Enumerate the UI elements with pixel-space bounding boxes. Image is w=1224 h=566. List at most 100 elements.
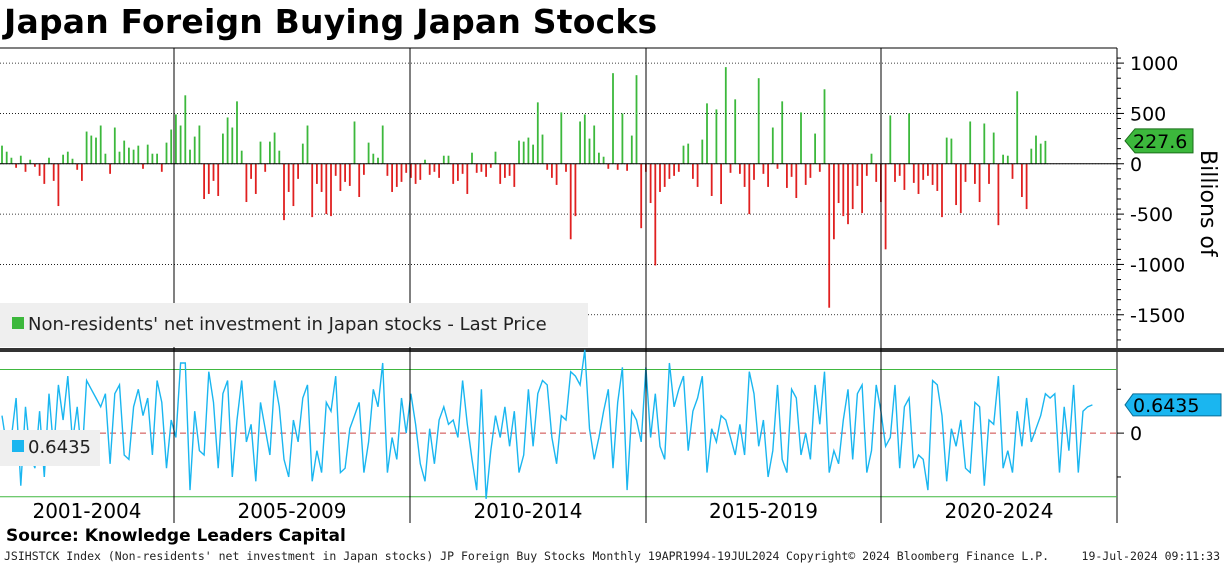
data-bar [1016, 91, 1019, 164]
data-bar [19, 155, 22, 164]
data-bar [447, 155, 450, 164]
data-bar [804, 163, 807, 185]
data-bar [922, 163, 925, 180]
data-bar [527, 137, 530, 164]
data-bar [936, 163, 939, 191]
data-bar [428, 163, 431, 175]
y-tick-label: -500 [1130, 204, 1173, 226]
data-bar [250, 163, 252, 179]
ticker-description: JSIHSTCK Index (Non-residents' net inves… [4, 549, 780, 563]
data-bar [837, 163, 840, 204]
data-bar [677, 163, 680, 172]
data-bar [344, 163, 346, 182]
data-bar [748, 163, 751, 215]
data-bar [598, 152, 600, 164]
data-bar [128, 147, 130, 164]
data-bar [842, 163, 845, 217]
data-bar [579, 121, 581, 164]
data-bar [1002, 154, 1004, 164]
data-bar [546, 163, 549, 170]
data-bar [236, 101, 238, 164]
data-bar [851, 163, 854, 210]
data-bar [372, 153, 375, 164]
data-bar [189, 149, 191, 164]
data-bar [513, 163, 516, 187]
data-bar [593, 125, 596, 164]
data-bar [710, 163, 713, 196]
data-bar [988, 163, 990, 184]
data-bar [193, 136, 196, 164]
data-bar [52, 163, 55, 181]
data-bar [800, 112, 802, 164]
data-bar [287, 163, 290, 192]
data-bar [57, 163, 60, 207]
data-bar [438, 163, 440, 178]
data-bar [283, 163, 285, 221]
legend-label: Non-residents' net investment in Japan s… [28, 314, 547, 335]
data-bar [1021, 163, 1023, 197]
last-value-tag [1124, 128, 1194, 154]
data-bar [292, 163, 295, 207]
data-bar [400, 163, 403, 182]
data-bar [71, 158, 74, 164]
data-bar [381, 125, 384, 164]
data-bar [532, 144, 534, 164]
data-bar [663, 163, 666, 187]
data-bar [353, 121, 356, 164]
data-bar [767, 163, 769, 187]
data-bar [377, 157, 379, 164]
data-bar [363, 163, 365, 175]
data-bar [419, 163, 422, 180]
data-bar [38, 163, 41, 176]
data-bar [424, 159, 426, 164]
x-period-label: 2015-2019 [709, 499, 818, 523]
data-bar [950, 138, 953, 164]
legend-swatch-blue [12, 440, 24, 452]
data-bar [184, 95, 187, 164]
data-bar [588, 138, 591, 164]
data-bar [518, 140, 520, 164]
data-bar [654, 163, 657, 266]
data-bar [367, 142, 370, 164]
data-bar [123, 140, 126, 164]
data-bar [81, 163, 83, 181]
data-bar [301, 143, 304, 164]
oscillator-line [1, 349, 1093, 499]
data-bar [898, 163, 901, 176]
data-bar [833, 163, 835, 240]
data-bar [217, 163, 220, 196]
data-bar [62, 154, 64, 164]
data-bar [99, 125, 102, 164]
data-bar [847, 163, 849, 225]
data-bar [856, 163, 859, 186]
y-tick-label: -1500 [1130, 305, 1185, 327]
data-bar [522, 141, 525, 164]
data-bar [66, 151, 69, 164]
data-bar [494, 151, 497, 164]
data-bar [198, 125, 201, 164]
x-period-label: 2005-2009 [237, 499, 346, 523]
data-bar [226, 117, 229, 164]
data-bar [809, 163, 812, 178]
data-bar [179, 125, 182, 164]
y-tick-label: -1000 [1130, 254, 1185, 276]
data-bar [442, 155, 445, 164]
last-value-label: 227.6 [1133, 131, 1187, 153]
data-bar [673, 163, 675, 176]
data-bar [964, 163, 967, 182]
data-bar [536, 102, 539, 164]
data-bar [410, 163, 412, 178]
data-bar [273, 132, 276, 164]
data-bar [29, 159, 32, 164]
data-bar [875, 163, 878, 182]
data-bar [358, 163, 361, 197]
y-tick-label: 1000 [1130, 53, 1178, 75]
data-bar [884, 163, 887, 250]
data-bar [626, 163, 628, 171]
data-bar [48, 157, 50, 164]
y-tick-label: 500 [1130, 103, 1166, 125]
data-bar [457, 163, 459, 181]
data-bar [461, 163, 464, 174]
data-bar [729, 163, 732, 173]
data-bar [659, 163, 661, 192]
